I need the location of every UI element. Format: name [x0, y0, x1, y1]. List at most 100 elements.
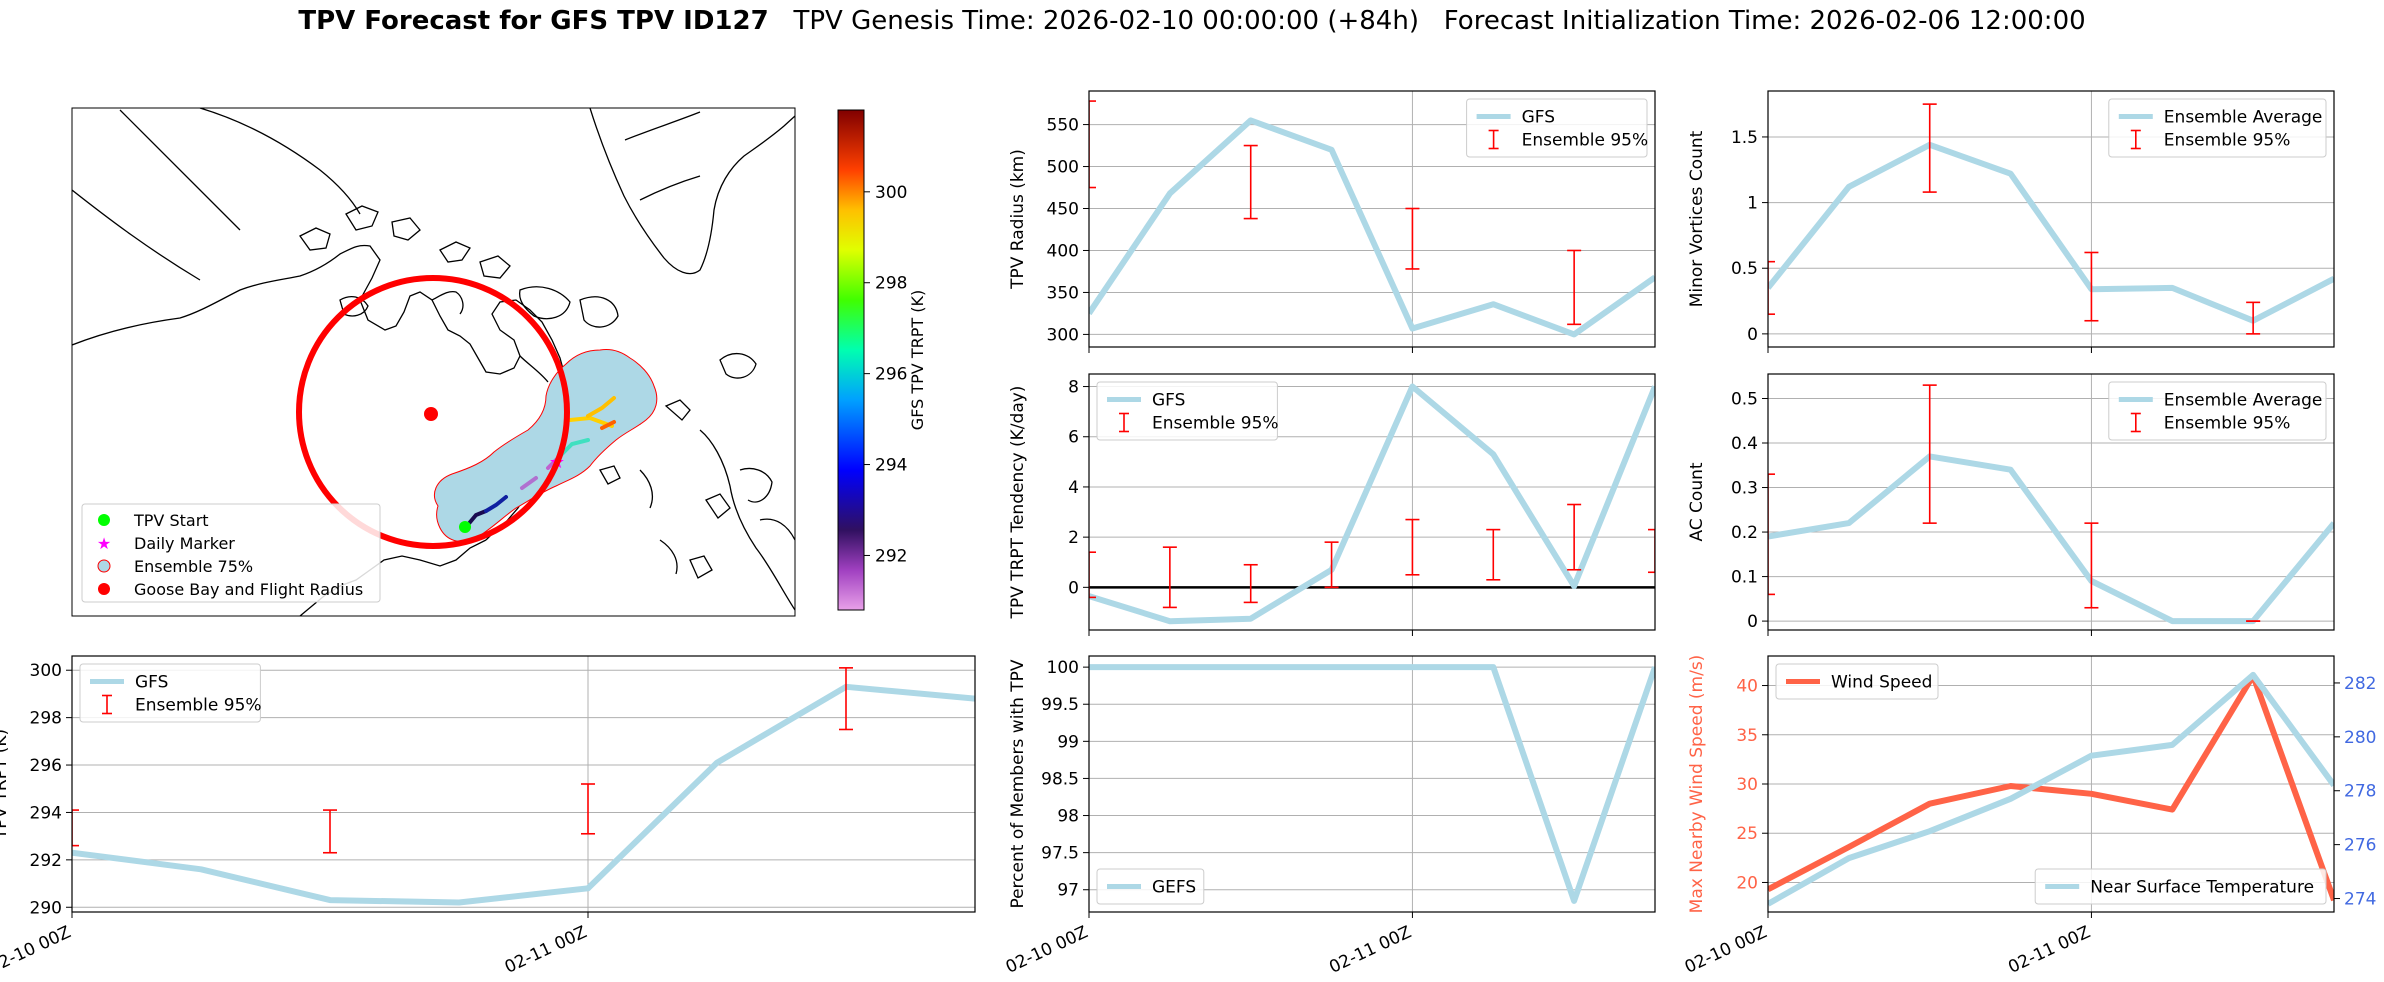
figure-title-bold: TPV Forecast for GFS TPV ID127	[298, 6, 769, 36]
wind-left-legend: Wind Speed	[1775, 663, 1939, 700]
tendency-ytick-label: 6	[1068, 428, 1079, 448]
trpt-ytick-label: 300	[30, 661, 62, 681]
legend-daily-icon: ★	[97, 534, 111, 553]
wind-frame	[1767, 655, 2335, 913]
percent-ytick-label: 98	[1057, 807, 1079, 827]
ac-frame	[1767, 373, 2335, 631]
percent-ylabel: Percent of Members with TPV	[1008, 659, 1028, 908]
ac-legend-label: Ensemble 95%	[2164, 414, 2291, 434]
map-legend: TPV Start ★ Daily Marker Ensemble 75% Go…	[81, 503, 381, 603]
tendency-ytick-label: 0	[1068, 578, 1079, 598]
ac-legend-frame	[2108, 381, 2327, 441]
colorbar-gradient	[837, 109, 865, 611]
ac-ytick-label: 0.2	[1731, 523, 1758, 543]
goose-bay-marker	[424, 407, 438, 421]
minor-series-line	[1768, 141, 2334, 324]
tendency-ytick-label: 2	[1068, 528, 1079, 548]
tendency-frame	[1088, 373, 1656, 631]
colorbar-tick-label: 296	[875, 365, 907, 385]
percent-series-line	[1089, 664, 1655, 904]
radius-ytick-label: 300	[1047, 325, 1079, 345]
wind-ytick-label: 40	[1736, 677, 1758, 697]
radius-legend-frame	[1466, 98, 1648, 158]
percent-frame	[1088, 655, 1656, 913]
trpt-ytick-label: 298	[30, 709, 62, 729]
wind-ylabel: Max Nearby Wind Speed (m/s)	[1687, 655, 1707, 914]
trpt-ytick-label: 290	[30, 898, 62, 918]
panel-wind: 20 25 30 35 40 02-10 00Z 02-11 00Z Max Nearby W…	[1682, 655, 2377, 978]
trpt-xtick-label: 02-11 00Z	[502, 922, 590, 977]
trpt-ytick-label: 294	[30, 803, 62, 823]
radius-ytick-label: 550	[1047, 116, 1079, 136]
tendency-ytick-label: 8	[1068, 378, 1079, 398]
legend-ens-icon	[97, 559, 111, 573]
ac-ytick-label: 0	[1747, 612, 1758, 632]
ensemble-75-swath	[434, 349, 658, 543]
wind-ytick-label: 20	[1736, 873, 1758, 893]
wind-right-legend-label: Near Surface Temperature	[2090, 878, 2314, 898]
wind-right-ytick-label: 282	[2344, 674, 2376, 694]
minor-frame	[1767, 90, 2335, 348]
colorbar-tick-label: 298	[875, 274, 907, 294]
colorbar-ticks: 292 294 296 298 300	[864, 183, 907, 566]
wind-right-ytick-label: 274	[2344, 890, 2376, 910]
wind-ytick-label: 25	[1736, 824, 1758, 844]
flight-radius-circle	[296, 275, 570, 549]
trpt-frame	[71, 655, 976, 913]
minor-grid	[1768, 91, 2334, 347]
map-coastlines	[72, 108, 795, 616]
radius-ytick-label: 500	[1047, 158, 1079, 178]
wind-series-line	[1768, 671, 2334, 907]
percent-ytick-label: 100	[1047, 658, 1079, 678]
colorbar-label: GFS TPV TRPT (K)	[908, 290, 927, 430]
wind-xtick-label: 02-11 00Z	[2005, 922, 2093, 977]
minor-ytick-label: 0.5	[1731, 259, 1758, 279]
percent-ytick-label: 97	[1057, 881, 1079, 901]
tendency-series-line	[1089, 383, 1655, 625]
ac-series-line	[1768, 453, 2334, 625]
wind-right-legend-frame	[2034, 868, 2327, 905]
percent-xtick-label: 02-10 00Z	[1003, 922, 1091, 977]
percent-plot-area	[1089, 664, 1655, 904]
trpt-ylabel: TPV TRPT (K)	[0, 729, 11, 840]
percent-ytick-label: 98.5	[1041, 769, 1079, 789]
ac-plot-area	[1768, 384, 2334, 625]
ac-legend: Ensemble Average Ensemble 95%	[2108, 381, 2327, 441]
radius-legend-label: Ensemble 95%	[1522, 131, 1649, 151]
legend-start-label: TPV Start	[133, 511, 209, 530]
minor-legend-label: Ensemble 95%	[2164, 131, 2291, 151]
legend-daily-label: Daily Marker	[134, 534, 235, 553]
wind-ytick-label: 35	[1736, 726, 1758, 746]
wind-right-legend: Near Surface Temperature	[2034, 868, 2327, 905]
tendency-legend-label: Ensemble 95%	[1152, 414, 1279, 434]
tendency-ylabel: TPV TRPT Tendency (K/day)	[1008, 386, 1028, 620]
tendency-plot-area	[1089, 383, 1655, 625]
minor-ylabel: Minor Vortices Count	[1687, 130, 1707, 307]
ac-grid	[1768, 374, 2334, 630]
radius-legend-label: GFS	[1522, 108, 1555, 128]
panel-radius: 300 350 400 450 500 550 TPV Radius (km) GFS Ense…	[1008, 90, 1656, 353]
ac-legend-label: Ensemble Average	[2164, 391, 2323, 411]
colorbar: 292 294 296 298 300 GFS TPV TRPT (K)	[837, 109, 927, 611]
trpt-legend-label: GFS	[135, 673, 168, 693]
percent-legend: GEFS	[1096, 868, 1205, 905]
radius-ytick-label: 350	[1047, 283, 1079, 303]
legend-goose-icon	[98, 583, 110, 595]
trpt-legend-frame	[79, 663, 261, 723]
tpv-start-marker	[459, 521, 471, 533]
percent-ytick-label: 99.5	[1041, 695, 1079, 715]
legend-ens-label: Ensemble 75%	[134, 557, 253, 576]
colorbar-tick-label: 292	[875, 546, 907, 566]
panel-tendency: 0 2 4 6 8 TPV TRPT Tendency (K/day) GFS Ensembl…	[1008, 373, 1656, 636]
radius-series-line	[1089, 117, 1655, 338]
radius-frame	[1088, 90, 1656, 348]
tendency-ytick-label: 4	[1068, 478, 1079, 498]
panel-percent: 97 97.5 98 98.5 99 99.5 100 02-10 00Z 02-11 00Z P…	[1003, 655, 1656, 978]
wind-right-ytick-label: 278	[2344, 782, 2376, 802]
trpt-plot-area	[72, 667, 975, 906]
init-time: Forecast Initialization Time: 2026-02-06…	[1443, 6, 2086, 36]
minor-ytick-label: 1	[1747, 194, 1758, 214]
trpt-legend-label: Ensemble 95%	[135, 696, 262, 716]
trpt-ytick-label: 296	[30, 756, 62, 776]
